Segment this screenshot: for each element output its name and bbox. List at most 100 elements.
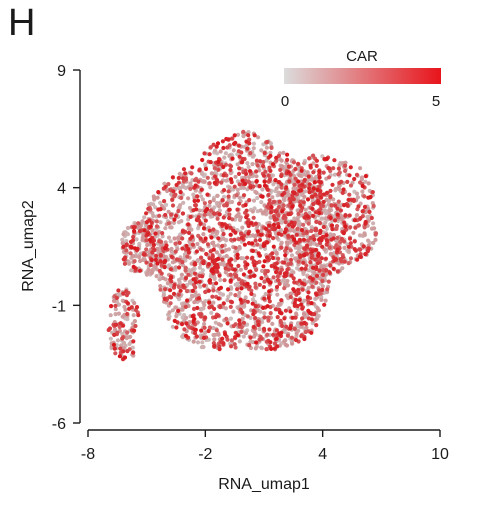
scatter-point bbox=[250, 301, 255, 306]
scatter-point bbox=[264, 145, 269, 150]
scatter-point bbox=[268, 150, 273, 155]
scatter-point bbox=[328, 215, 333, 220]
scatter-point bbox=[191, 306, 197, 311]
scatter-point bbox=[250, 162, 255, 167]
scatter-point bbox=[355, 195, 360, 200]
scatter-point bbox=[157, 268, 162, 274]
scatter-point bbox=[165, 188, 170, 194]
scatter-point bbox=[250, 209, 255, 214]
scatter-point bbox=[113, 351, 118, 356]
scatter-point bbox=[253, 285, 258, 290]
scatter-point bbox=[199, 187, 204, 192]
scatter-point bbox=[162, 296, 167, 301]
scatter-point bbox=[131, 350, 136, 355]
scatter-point bbox=[294, 240, 299, 245]
scatter-point bbox=[245, 322, 250, 327]
scatter-point bbox=[193, 183, 198, 188]
scatter-point bbox=[189, 171, 194, 176]
scatter-point bbox=[289, 335, 294, 340]
scatter-point bbox=[357, 233, 363, 238]
scatter-point bbox=[131, 264, 136, 269]
scatter-point bbox=[199, 328, 204, 333]
scatter-point bbox=[177, 240, 182, 245]
scatter-point bbox=[226, 287, 231, 292]
scatter-point bbox=[193, 203, 198, 208]
scatter-point bbox=[188, 186, 193, 191]
scatter-point bbox=[121, 349, 126, 354]
scatter-point bbox=[198, 236, 203, 241]
x-axis-title: RNA_umap1 bbox=[218, 476, 310, 493]
scatter-point bbox=[294, 331, 299, 336]
scatter-point bbox=[173, 213, 179, 218]
scatter-point bbox=[192, 198, 197, 204]
scatter-point bbox=[125, 311, 130, 317]
scatter-point bbox=[242, 282, 247, 287]
scatter-point bbox=[207, 300, 212, 305]
scatter-point bbox=[348, 256, 354, 261]
scatter-point bbox=[271, 255, 276, 261]
scatter-point bbox=[257, 327, 262, 332]
scatter-point bbox=[127, 341, 132, 347]
scatter-point bbox=[249, 291, 254, 296]
scatter-point bbox=[267, 165, 272, 170]
scatter-point bbox=[234, 274, 239, 279]
scatter-point bbox=[176, 277, 182, 283]
scatter-point bbox=[302, 194, 307, 199]
scatter-point bbox=[227, 216, 232, 221]
scatter-point bbox=[239, 286, 244, 291]
scatter-point bbox=[321, 170, 326, 175]
scatter-point bbox=[251, 273, 256, 278]
scatter-point bbox=[267, 299, 272, 304]
scatter-point bbox=[265, 277, 270, 282]
scatter-point bbox=[362, 225, 367, 230]
scatter-point bbox=[168, 301, 173, 306]
scatter-point bbox=[216, 159, 221, 164]
scatter-point bbox=[186, 196, 191, 201]
legend-title: CAR bbox=[346, 48, 378, 65]
scatter-point bbox=[274, 250, 279, 255]
scatter-point bbox=[221, 164, 226, 170]
scatter-point bbox=[333, 203, 338, 208]
scatter-point bbox=[220, 336, 225, 341]
scatter-point bbox=[214, 250, 219, 255]
scatter-point bbox=[296, 245, 301, 250]
scatter-point bbox=[280, 192, 285, 197]
scatter-point bbox=[321, 208, 326, 213]
scatter-point bbox=[363, 252, 368, 257]
scatter-point bbox=[239, 185, 244, 190]
scatter-point bbox=[327, 166, 332, 171]
scatter-point bbox=[185, 254, 190, 259]
scatter-point bbox=[228, 272, 233, 277]
scatter-point bbox=[200, 340, 205, 345]
scatter-point bbox=[266, 229, 271, 234]
scatter-point bbox=[214, 328, 219, 333]
scatter-point bbox=[228, 232, 233, 237]
scatter-point bbox=[214, 281, 219, 286]
scatter-point bbox=[168, 225, 173, 230]
scatter-point bbox=[317, 220, 322, 226]
y-axis-title: RNA_umap2 bbox=[20, 200, 37, 292]
scatter-point bbox=[371, 221, 376, 226]
scatter-point bbox=[266, 201, 272, 206]
scatter-point bbox=[121, 345, 126, 350]
scatter-point bbox=[151, 242, 156, 247]
scatter-point bbox=[162, 254, 167, 259]
scatter-point bbox=[273, 307, 278, 312]
scatter-point bbox=[227, 153, 232, 158]
scatter-point bbox=[121, 232, 126, 237]
scatter-point bbox=[176, 308, 181, 313]
scatter-point bbox=[266, 173, 271, 178]
scatter-point bbox=[215, 216, 220, 221]
scatter-point bbox=[159, 203, 165, 208]
scatter-point bbox=[256, 251, 261, 256]
scatter-point bbox=[323, 220, 328, 225]
scatter-point bbox=[295, 303, 300, 309]
scatter-point bbox=[358, 180, 363, 185]
scatter-point bbox=[192, 178, 198, 183]
scatter-point bbox=[262, 150, 267, 156]
scatter-point bbox=[169, 212, 174, 217]
scatter-point bbox=[224, 253, 229, 259]
scatter-point bbox=[187, 205, 193, 211]
scatter-point bbox=[162, 199, 167, 204]
scatter-point bbox=[307, 156, 312, 161]
